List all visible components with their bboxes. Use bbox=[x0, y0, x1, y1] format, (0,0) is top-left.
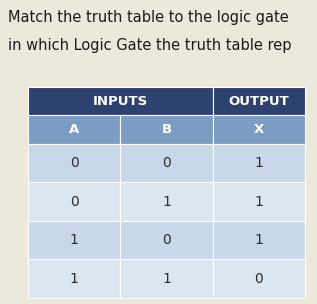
Bar bbox=[120, 116, 213, 144]
Text: 0: 0 bbox=[70, 195, 79, 209]
Bar bbox=[28, 260, 120, 298]
Text: X: X bbox=[254, 123, 264, 136]
Bar bbox=[120, 144, 213, 182]
Text: A: A bbox=[69, 123, 79, 136]
Bar bbox=[28, 116, 120, 144]
Bar bbox=[213, 116, 305, 144]
Text: 0: 0 bbox=[162, 233, 171, 247]
Bar bbox=[28, 221, 120, 260]
Bar bbox=[120, 221, 213, 260]
Bar bbox=[213, 221, 305, 260]
Bar bbox=[28, 144, 120, 182]
Text: 0: 0 bbox=[70, 156, 79, 170]
Text: INPUTS: INPUTS bbox=[93, 95, 148, 108]
Text: 1: 1 bbox=[255, 156, 263, 170]
Bar bbox=[120, 260, 213, 298]
Bar bbox=[213, 182, 305, 221]
Text: Match the truth table to the logic gate: Match the truth table to the logic gate bbox=[8, 10, 289, 25]
Text: B: B bbox=[161, 123, 171, 136]
Bar bbox=[28, 182, 120, 221]
Bar bbox=[213, 144, 305, 182]
Bar bbox=[213, 260, 305, 298]
Text: 1: 1 bbox=[255, 233, 263, 247]
Text: in which Logic Gate the truth table rep: in which Logic Gate the truth table rep bbox=[8, 38, 292, 53]
Text: 0: 0 bbox=[255, 272, 263, 286]
Text: OUTPUT: OUTPUT bbox=[229, 95, 289, 108]
Bar bbox=[28, 87, 213, 116]
Bar bbox=[120, 182, 213, 221]
Text: 1: 1 bbox=[70, 233, 79, 247]
Text: 1: 1 bbox=[255, 195, 263, 209]
Text: 1: 1 bbox=[162, 195, 171, 209]
Text: 1: 1 bbox=[162, 272, 171, 286]
Text: 1: 1 bbox=[70, 272, 79, 286]
Bar bbox=[213, 87, 305, 116]
Text: 0: 0 bbox=[162, 156, 171, 170]
